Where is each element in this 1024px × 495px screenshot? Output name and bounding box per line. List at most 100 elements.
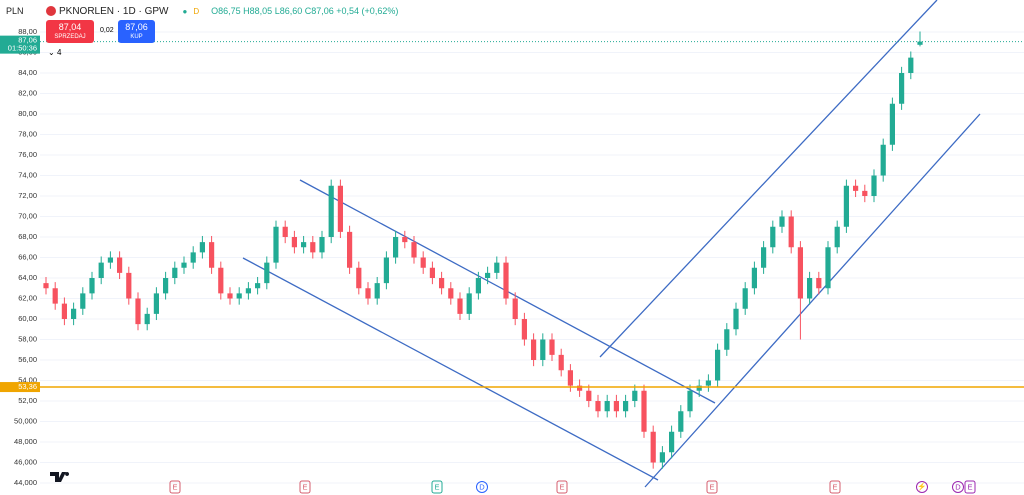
candle (374, 276, 380, 305)
currency: PLN (6, 6, 24, 16)
candle-body (236, 293, 242, 299)
candle-body (466, 293, 472, 314)
candle (687, 384, 693, 418)
candle-body (71, 308, 77, 319)
event-marker (829, 480, 841, 494)
candle (549, 333, 555, 362)
candle-body (687, 390, 693, 412)
candle (899, 66, 905, 110)
candle (540, 333, 546, 367)
candle-body (347, 231, 353, 268)
candle-body (448, 288, 454, 299)
candle-body (190, 252, 196, 263)
event-label: D (955, 482, 961, 491)
candle-body (586, 390, 592, 401)
candle (632, 384, 638, 408)
indicators-toggle[interactable]: ⌄ 4 (48, 48, 62, 57)
candle-body (724, 329, 730, 350)
event-marker (952, 481, 964, 493)
candle (245, 282, 251, 300)
y-tick-label: 52,00 (18, 396, 37, 405)
change: +0,54 (+0,62%) (336, 6, 399, 16)
candle (273, 220, 279, 269)
badge: D (193, 6, 200, 16)
candle (43, 276, 49, 295)
candle-body (540, 339, 546, 360)
y-tick-label: 76,00 (18, 150, 37, 159)
high: H88,05 (243, 6, 273, 16)
buy-label: KUP (130, 34, 143, 40)
candle (595, 394, 601, 418)
candle (853, 179, 859, 198)
candle-body (80, 293, 86, 309)
candle-body (779, 216, 785, 227)
candle-body (531, 339, 537, 360)
candle (71, 302, 77, 326)
countdown: 01:50:36 (8, 44, 37, 53)
last-price-label: 87,06 (18, 36, 37, 45)
candle-body (485, 272, 491, 278)
candle (218, 261, 224, 300)
candle-body (439, 278, 445, 289)
event-marker (169, 480, 181, 494)
y-tick-label: 70,00 (18, 211, 37, 220)
candle (825, 241, 831, 295)
candle-body (52, 288, 58, 304)
y-tick-label: 82,00 (18, 88, 37, 97)
candle (742, 282, 748, 315)
candle (623, 394, 629, 418)
y-tick-label: 62,00 (18, 293, 37, 302)
candle-body (264, 262, 270, 284)
candle (209, 235, 215, 274)
y-tick-label: 74,00 (18, 170, 37, 179)
candle-body (751, 267, 757, 289)
candle-body (255, 283, 261, 289)
event-marker (964, 480, 976, 494)
candle (227, 287, 233, 305)
candle-body (107, 257, 113, 263)
candle (153, 287, 159, 321)
candle-body (328, 185, 334, 237)
candle (494, 256, 500, 280)
candle-body (604, 401, 610, 412)
symbol[interactable]: PKNORLEN · 1D · GPW (59, 5, 169, 17)
y-tick-label: 50,000 (14, 416, 37, 425)
candle (834, 220, 840, 254)
candle-body (163, 278, 169, 294)
candle (558, 348, 564, 377)
buy-button[interactable]: 87,06 KUP (118, 20, 155, 43)
logo (46, 6, 56, 16)
candle-body (623, 401, 629, 412)
candle (337, 179, 343, 239)
candle (889, 97, 895, 151)
candle (310, 235, 316, 259)
indicator-count: 4 (56, 48, 62, 57)
candle-body (420, 257, 426, 268)
candle (512, 292, 518, 326)
event-marker (431, 480, 443, 494)
status-dot: ● (182, 6, 188, 16)
candle (807, 271, 813, 305)
candle (61, 297, 67, 326)
ohlc: O86,75 H88,05 L86,60 C87,06 +0,54 (+0,62… (211, 6, 398, 16)
candle (264, 256, 270, 290)
candle (503, 256, 509, 305)
event-label: E (967, 482, 972, 491)
candle (641, 384, 647, 438)
candle-body (669, 431, 675, 453)
candle-body (825, 247, 831, 289)
candle (98, 256, 104, 285)
candle (880, 138, 886, 182)
candle-body (807, 278, 813, 299)
candle-body (273, 226, 279, 263)
candle (843, 179, 849, 233)
sell-label: SPRZEDAJ (54, 34, 86, 40)
candle (328, 179, 334, 244)
price-label: 53,36 (18, 382, 37, 391)
candle-body (98, 262, 104, 278)
candle-body (889, 103, 895, 145)
candle (669, 425, 675, 459)
sell-button[interactable]: 87,04 SPRZEDAJ (46, 20, 94, 43)
